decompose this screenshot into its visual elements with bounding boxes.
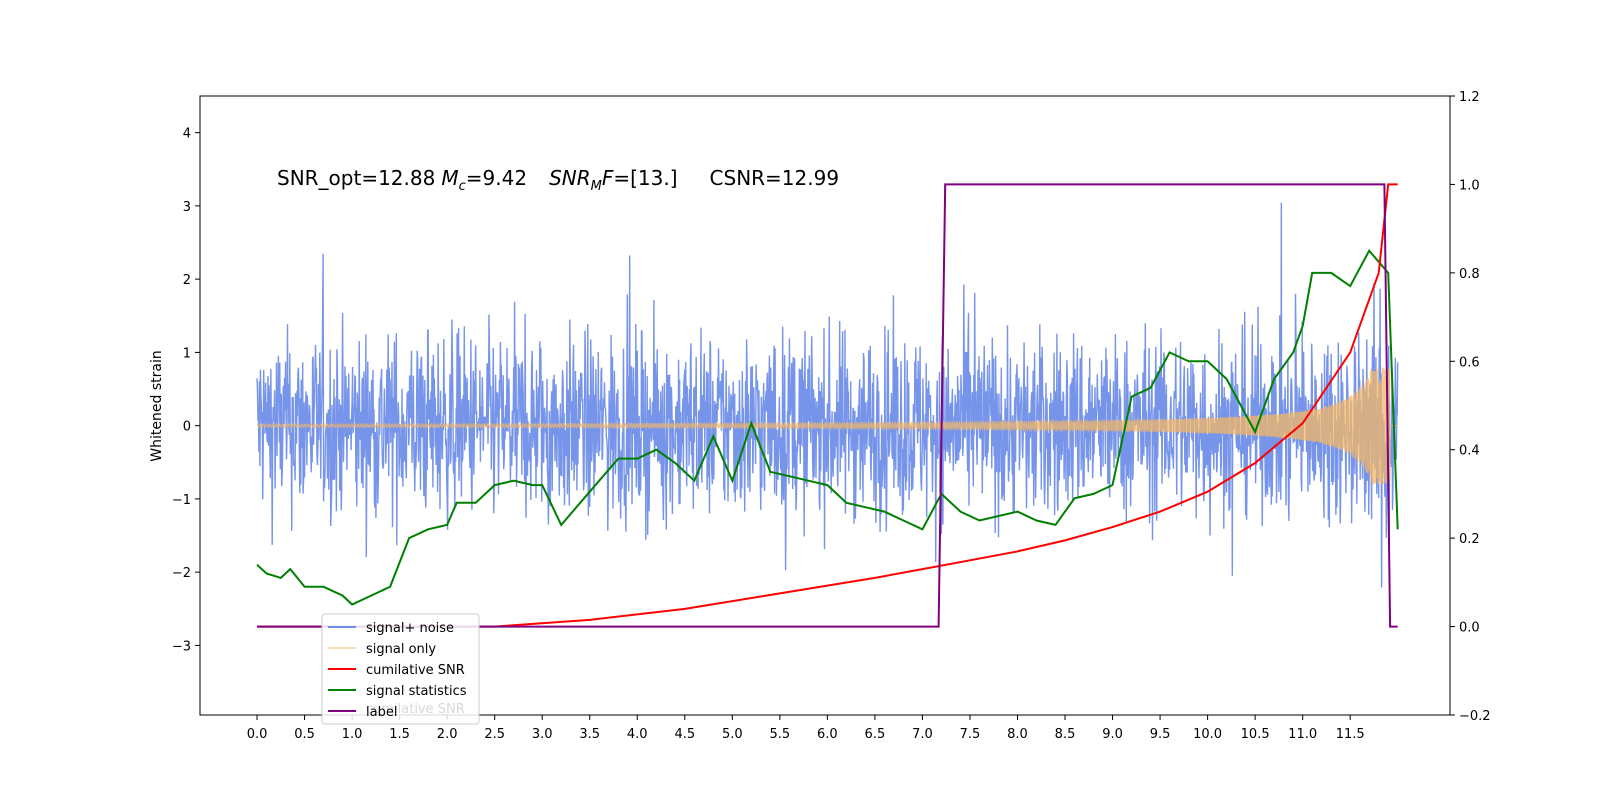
axes-frame [199,95,1451,716]
x-tick-label: 8.5 [1055,727,1076,742]
x-tick-label: 7.5 [960,727,981,742]
x-tick-label: 5.0 [722,727,743,742]
y-axis-right: 1.2 1.0 0.8 0.6 0.4 0.2 0.0 −0.2 [1450,90,1491,724]
y-tick-label: 1 [183,346,191,361]
x-tick-label: 10.0 [1193,727,1222,742]
x-axis: 0.0 0.5 1.0 1.5 2.0 2.5 3.0 3.5 4.0 4.5 5.0 5.5 6.0 6… [247,715,1365,742]
y-tick-label: −3 [172,639,191,654]
legend-label: signal statistics [366,684,467,699]
y-tick-label: 0 [183,420,191,435]
x-tick-label: 4.0 [627,727,648,742]
x-tick-label: 0.0 [247,727,268,742]
series-label-line [257,183,1398,628]
mf-tail: F [602,166,614,190]
annotation-text: SNR_opt=12.88 Mc=9.42 SNRMF=[13.] CSNR=12.9… [277,166,839,194]
legend: cumilative SNR signal+ noise signal only c… [321,613,480,725]
legend-label: signal only [366,642,436,657]
series-cumulative-snr-line [257,183,1398,628]
x-tick-label: 11.5 [1336,727,1365,742]
mc-value: =9.42 [466,166,527,190]
csnr-text: CSNR=12.99 [710,166,840,190]
x-tick-label: 9.5 [1150,727,1171,742]
mc-symbol: M [441,166,458,190]
legend-box [321,613,480,725]
y-tick-label: −2 [172,566,191,581]
x-tick-label: 5.5 [770,727,791,742]
series-signal-statistics-line [256,248,1399,606]
x-tick-label: 6.5 [865,727,886,742]
legend-label: label [366,705,397,720]
x-tick-label: 9.0 [1102,727,1123,742]
y2-tick-label: 0.8 [1459,267,1480,282]
y-tick-label: 4 [183,127,191,142]
mf-subscript: M [591,179,602,194]
y-axis-left: 4 3 2 1 0 −1 −2 −3 [172,127,200,654]
mf-symbol: SNR [549,166,591,190]
x-tick-label: 3.5 [579,727,600,742]
y-tick-label: 3 [183,200,191,215]
x-tick-label: 8.0 [1007,727,1028,742]
x-tick-label: 2.5 [484,727,505,742]
x-tick-label: 0.5 [294,727,315,742]
mc-subscript: c [459,179,466,194]
legend-label: cumilative SNR [366,663,465,678]
legend-ghost-text: cumilative SNR [366,702,465,717]
series-signal-noise-line [256,202,1399,588]
x-tick-label: 1.5 [389,727,410,742]
x-tick-label: 4.5 [674,727,695,742]
series-signal-only-line [256,367,1398,485]
y2-tick-label: 0.0 [1459,621,1480,636]
x-tick-label: 3.0 [532,727,553,742]
x-tick-label: 11.0 [1288,727,1317,742]
y-tick-label: −1 [172,493,191,508]
mf-value: =[13.] [613,166,677,190]
x-tick-label: 6.0 [817,727,838,742]
x-tick-label: 7.0 [912,727,933,742]
x-tick-label: 10.5 [1241,727,1270,742]
legend-label: signal+ noise [366,621,454,636]
plot-area [256,183,1399,628]
y2-tick-label: 1.2 [1459,90,1480,105]
x-tick-label: 2.0 [437,727,458,742]
y2-tick-label: 1.0 [1459,178,1480,193]
x-tick-label: 1.0 [342,727,363,742]
snr-opt-text: SNR_opt=12.88 [277,166,435,190]
y2-tick-label: 0.2 [1459,532,1480,547]
y-tick-label: 2 [183,273,191,288]
y-axis-label: Whitened strain [149,350,165,461]
y2-tick-label: −0.2 [1459,709,1491,724]
y2-tick-label: 0.4 [1459,444,1480,459]
y2-tick-label: 0.6 [1459,355,1480,370]
